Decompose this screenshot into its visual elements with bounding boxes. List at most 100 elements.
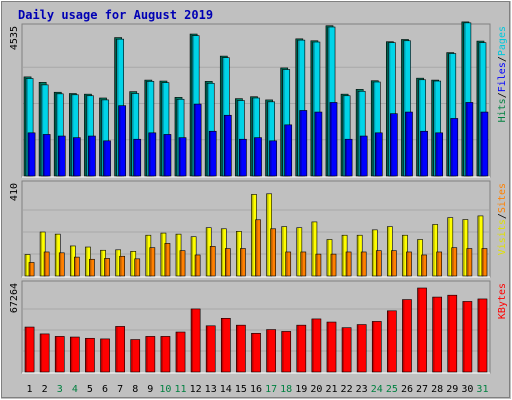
- bar-shade: [314, 112, 317, 176]
- bar-shade: [69, 93, 72, 176]
- bar-shade: [131, 93, 134, 176]
- bar-shade: [192, 35, 195, 176]
- bar-kbytes-day-1: [24, 326, 35, 373]
- bar-shade: [435, 132, 438, 176]
- bar-shade: [402, 235, 405, 276]
- bar-kbytes-day-15: [236, 324, 246, 373]
- bar-shade: [222, 57, 225, 176]
- bar-shade: [41, 84, 44, 176]
- legend-hits-files-pages: Hits/Files/Pages: [497, 26, 508, 122]
- bar-shade: [129, 91, 132, 176]
- bar-shade: [329, 102, 332, 176]
- x-tick-label-day-27: 27: [416, 384, 428, 395]
- bar-shade: [160, 336, 163, 372]
- legend-entry: Hits: [497, 98, 508, 122]
- bar-sites-day-22: [345, 251, 352, 277]
- legend-kbytes: KBytes: [497, 283, 508, 319]
- bar-pages-day-18: [284, 124, 293, 177]
- bar-sites-day-8: [134, 258, 141, 277]
- bar-shade: [266, 193, 269, 276]
- bar-visits-day-29: [447, 217, 454, 277]
- bar-shade: [210, 246, 213, 276]
- bar-sites-day-17: [270, 228, 276, 277]
- x-tick-label-day-24: 24: [371, 384, 383, 395]
- bar-pages-day-2: [42, 134, 51, 177]
- bar-shade: [280, 67, 283, 176]
- bar-shade: [315, 254, 318, 276]
- bar-kbytes-day-29: [447, 294, 458, 373]
- legend-text: Visits/Sites: [497, 183, 508, 255]
- x-tick-label-day-3: 3: [57, 384, 63, 395]
- bar-shade: [164, 243, 167, 276]
- x-tick-label-day-29: 29: [446, 384, 458, 395]
- bar-sites-day-31: [481, 248, 488, 277]
- bar-shade: [159, 81, 162, 176]
- bar-shade: [133, 139, 136, 176]
- bar-pages-day-17: [269, 140, 277, 177]
- bar-kbytes-day-5: [85, 337, 95, 373]
- bar-shade: [175, 234, 178, 276]
- bar-shade: [417, 288, 420, 372]
- bar-sites-day-27: [421, 254, 427, 277]
- bar-shade: [270, 228, 273, 276]
- bar-shade: [161, 82, 164, 176]
- bar-shade: [86, 95, 89, 176]
- bar-shade: [465, 102, 468, 176]
- bar-pages-day-20: [314, 111, 323, 177]
- bar-shade: [88, 136, 91, 176]
- bar-shade: [387, 310, 390, 372]
- bar-sites-day-30: [466, 248, 473, 277]
- x-tick-label-day-26: 26: [401, 384, 413, 395]
- bar-shade: [311, 318, 314, 372]
- bar-pages-day-9: [148, 132, 157, 177]
- bar-shade: [54, 92, 57, 176]
- bar-shade: [432, 297, 435, 372]
- x-tick-label-day-7: 7: [117, 384, 123, 395]
- bar-shade: [403, 40, 406, 177]
- bar-pages-day-14: [223, 114, 232, 177]
- bar-shade: [310, 40, 313, 177]
- bar-shade: [251, 194, 254, 276]
- bar-sites-day-6: [104, 258, 110, 277]
- bar-shade: [447, 295, 450, 372]
- bar-shade: [178, 137, 181, 176]
- bar-shade: [239, 139, 242, 176]
- bar-shade: [481, 248, 484, 276]
- bar-kbytes-day-8: [130, 339, 141, 373]
- bar-shade: [221, 228, 224, 276]
- bar-shade: [297, 40, 300, 176]
- bar-shade: [375, 132, 378, 176]
- bar-shade: [205, 81, 208, 176]
- bar-shade: [327, 27, 330, 176]
- bar-shade: [251, 333, 254, 372]
- bar-shade: [346, 251, 349, 276]
- legend-entry: /: [497, 213, 508, 219]
- bar-shade: [70, 337, 73, 372]
- bar-sites-day-28: [436, 251, 443, 277]
- bar-shade: [39, 82, 42, 176]
- bar-sites-day-24: [375, 250, 382, 277]
- bar-shade: [477, 298, 480, 372]
- bar-kbytes-day-7: [115, 326, 125, 373]
- bar-shade: [104, 258, 107, 276]
- bar-shade: [160, 233, 163, 276]
- bar-kbytes-day-10: [160, 336, 171, 373]
- bar-shade: [390, 113, 393, 176]
- bar-shade: [296, 325, 299, 372]
- bar-shade: [221, 318, 224, 372]
- bar-shade: [285, 251, 288, 276]
- bar-shade: [144, 80, 147, 176]
- bar-sites-day-11: [179, 250, 186, 277]
- bar-visits-day-30: [462, 219, 469, 277]
- bar-shade: [100, 250, 103, 276]
- bar-shade: [433, 81, 436, 176]
- bar-pages-day-19: [299, 110, 308, 177]
- x-tick-label-day-1: 1: [27, 384, 33, 395]
- bar-shade: [254, 137, 257, 176]
- x-tick-label-day-9: 9: [147, 384, 153, 395]
- bar-shade: [195, 254, 198, 276]
- bar-shade: [341, 94, 344, 176]
- bar-shade: [312, 42, 315, 177]
- bar-shade: [448, 53, 451, 176]
- bar-kbytes-day-27: [417, 287, 427, 373]
